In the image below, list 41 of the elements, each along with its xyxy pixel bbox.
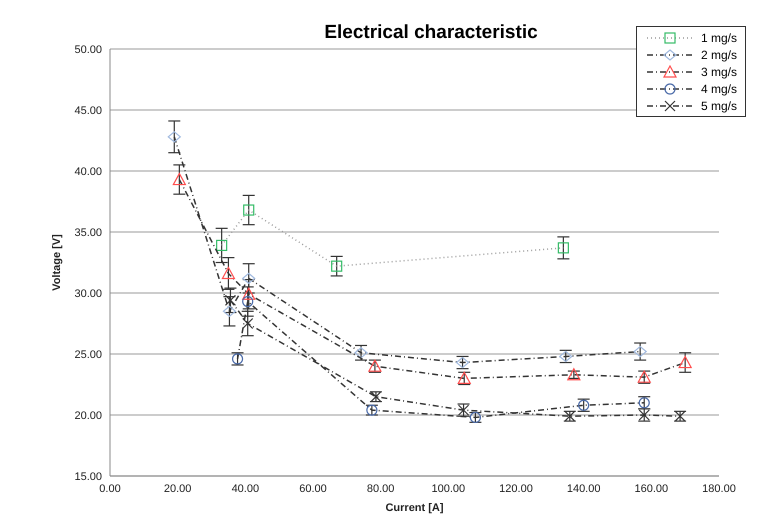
point [168, 131, 181, 142]
x-tick-label: 140.00 [566, 482, 600, 495]
chart-title: Electrical characteristic [324, 22, 538, 43]
point [222, 266, 236, 280]
y-tick-label: 40.00 [74, 166, 102, 178]
x-axis-title: Current [A] [385, 502, 444, 514]
y-tick-label: 25.00 [74, 348, 102, 361]
legend-label: 4 mg/s [700, 82, 737, 96]
point [216, 240, 228, 252]
y-tick-label: 20.00 [74, 410, 102, 422]
point [172, 172, 186, 186]
y-tick-label: 35.00 [74, 226, 102, 239]
point [558, 242, 569, 254]
x-tick-label: 120.00 [499, 482, 533, 495]
x-tick-label: 0.00 [99, 482, 121, 495]
point [224, 294, 236, 306]
point [242, 318, 254, 330]
x-tick-label: 180.00 [702, 482, 736, 495]
legend-label: 1 mg/s [700, 30, 737, 44]
y-tick-label: 45.00 [74, 104, 102, 117]
legend-label: 5 mg/s [700, 98, 737, 112]
x-tick-label: 20.00 [164, 482, 192, 495]
point [678, 356, 692, 368]
x-tick-label: 40.00 [232, 482, 260, 495]
x-tick-label: 60.00 [299, 482, 327, 495]
y-tick-label: 50.00 [74, 44, 102, 56]
point [243, 204, 254, 216]
x-tick-label: 100.00 [432, 482, 466, 495]
point [331, 260, 342, 272]
point [242, 288, 256, 300]
x-tick-label: 160.00 [634, 482, 668, 495]
point [634, 346, 647, 358]
point [222, 306, 236, 317]
x-tick-label: 80.00 [366, 482, 394, 495]
legend-label: 3 mg/s [700, 64, 737, 78]
point [242, 272, 256, 284]
y-tick-label: 30.00 [74, 288, 102, 300]
y-axis-title: Voltage [V] [50, 234, 63, 291]
y-tick-label: 15.00 [74, 470, 102, 483]
point [354, 347, 368, 358]
legend-label: 2 mg/s [700, 48, 737, 62]
